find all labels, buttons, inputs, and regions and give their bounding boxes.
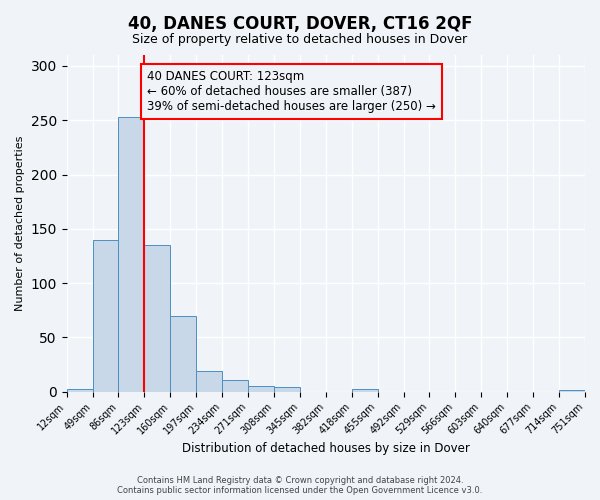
Bar xyxy=(145,245,170,392)
Text: Size of property relative to detached houses in Dover: Size of property relative to detached ho… xyxy=(133,32,467,46)
Bar xyxy=(248,386,274,392)
Bar xyxy=(67,388,92,392)
Bar xyxy=(92,240,118,392)
Bar xyxy=(222,380,248,392)
Text: Contains HM Land Registry data © Crown copyright and database right 2024.
Contai: Contains HM Land Registry data © Crown c… xyxy=(118,476,482,495)
Bar xyxy=(170,316,196,392)
Bar xyxy=(196,371,222,392)
X-axis label: Distribution of detached houses by size in Dover: Distribution of detached houses by size … xyxy=(182,442,470,455)
Bar xyxy=(559,390,585,392)
Bar xyxy=(118,117,145,392)
Text: 40, DANES COURT, DOVER, CT16 2QF: 40, DANES COURT, DOVER, CT16 2QF xyxy=(128,15,472,33)
Y-axis label: Number of detached properties: Number of detached properties xyxy=(15,136,25,311)
Bar xyxy=(274,388,300,392)
Bar xyxy=(352,388,377,392)
Text: 40 DANES COURT: 123sqm
← 60% of detached houses are smaller (387)
39% of semi-de: 40 DANES COURT: 123sqm ← 60% of detached… xyxy=(147,70,436,113)
